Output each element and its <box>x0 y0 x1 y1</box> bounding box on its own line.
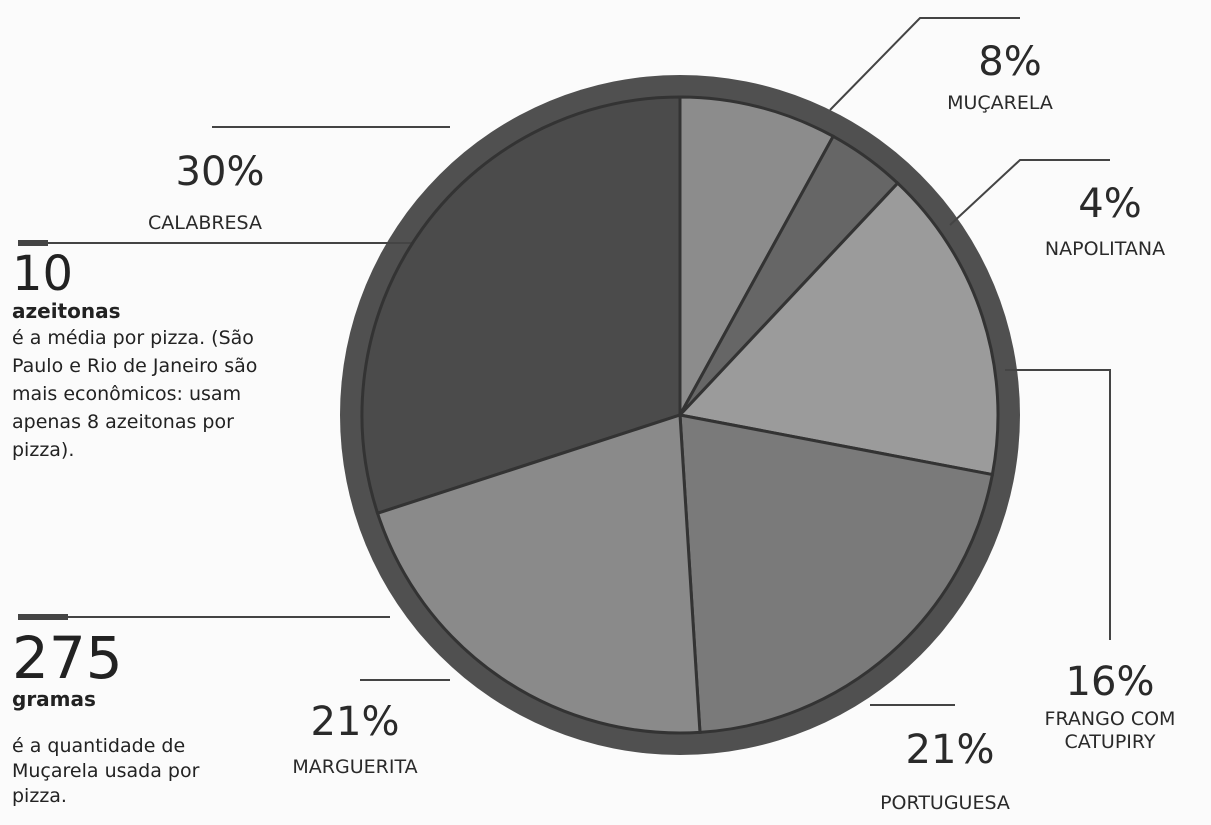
slice-percent: 30% <box>176 150 265 194</box>
slice-label: MARGUERITA <box>270 756 440 779</box>
slice-label: CALABRESA <box>120 212 290 235</box>
marker <box>18 614 68 620</box>
fact-text: é a quantidade de Muçarela usada por piz… <box>12 734 222 809</box>
slice-percent: 4% <box>1078 182 1141 226</box>
leader <box>1005 370 1110 640</box>
olive-fact: 10 azeitonas é a média por pizza. (São P… <box>12 250 292 464</box>
slice-label: MUÇARELA <box>915 92 1085 115</box>
fact-unit: azeitonas <box>12 298 292 324</box>
fact-number: 10 <box>12 250 292 298</box>
infographic: 10 azeitonas é a média por pizza. (São P… <box>0 0 1211 825</box>
fact-text: é a média por pizza. (São Paulo e Rio de… <box>12 324 292 464</box>
fact-number: 275 <box>12 630 222 686</box>
slice-label: PORTUGUESA <box>860 792 1030 815</box>
slice-percent: 16% <box>1066 660 1155 704</box>
cheese-fact: 275 gramas é a quantidade de Muçarela us… <box>12 630 222 809</box>
slice-percent: 21% <box>906 728 995 772</box>
slice-label: FRANGO COM CATUPIRY <box>1025 708 1195 754</box>
slice-percent: 8% <box>978 40 1041 84</box>
slice-label: NAPOLITANA <box>1020 238 1190 261</box>
slice-percent: 21% <box>311 700 400 744</box>
